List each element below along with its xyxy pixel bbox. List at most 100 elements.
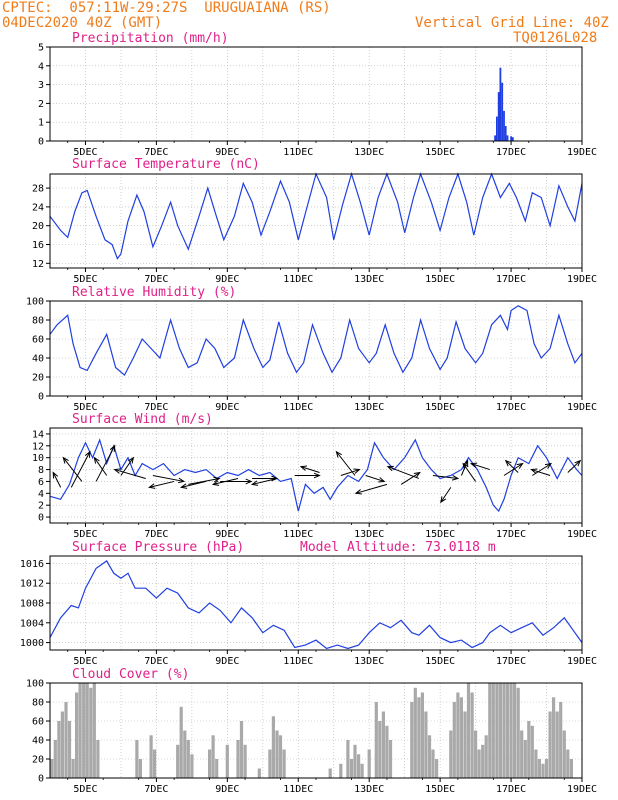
bar-cloud	[502, 683, 506, 778]
x-tick-label: 7DEC	[144, 147, 168, 158]
bar-cloud	[530, 725, 534, 779]
panel-frame-cloud	[49, 682, 583, 779]
bar-cloud	[183, 730, 187, 778]
bar-cloud	[477, 749, 481, 778]
bar-cloud	[275, 730, 279, 778]
y-tick-label: 14	[32, 429, 44, 440]
bar-cloud	[417, 697, 421, 779]
x-tick-label: 7DEC	[144, 656, 168, 667]
wind-vector-head	[386, 465, 394, 472]
wind-vector	[440, 487, 452, 503]
panel-title-precip: Precipitation (mm/h)	[72, 31, 229, 46]
wind-vector-head	[504, 459, 512, 467]
x-tick-label: 7DEC	[144, 402, 168, 413]
wind-vector-head	[516, 462, 524, 469]
x-tick-label: 7DEC	[144, 529, 168, 540]
x-tick-label: 9DEC	[215, 656, 239, 667]
y-tick-label: 80	[32, 316, 44, 327]
bar-precip	[494, 135, 496, 141]
bar-cloud	[481, 744, 485, 779]
x-tick-label: 13DEC	[354, 529, 384, 540]
bar-cloud	[410, 702, 414, 778]
series-line-rh	[49, 305, 583, 377]
bar-cloud	[85, 683, 89, 778]
bar-cloud	[57, 721, 61, 778]
bar-precip	[510, 136, 512, 141]
bar-cloud	[548, 711, 552, 778]
bar-cloud	[470, 692, 474, 778]
bar-cloud	[527, 721, 531, 778]
bar-precip	[496, 116, 498, 141]
wind-vector-head	[451, 475, 460, 481]
wind-vector	[432, 475, 458, 479]
wind-vector-head	[148, 483, 156, 489]
wind-vector-head	[462, 462, 469, 470]
x-tick-label: 13DEC	[354, 147, 384, 158]
bar-cloud	[452, 702, 456, 778]
panel-frame-pressure	[49, 555, 583, 651]
bar-cloud	[282, 749, 286, 778]
wind-vector	[365, 475, 385, 482]
bar-cloud	[135, 740, 139, 778]
x-tick-label: 19DEC	[567, 656, 597, 667]
x-tick-label: 15DEC	[425, 784, 455, 795]
header-date-line: 04DEC2020 40Z (GMT)	[2, 15, 163, 31]
panel-rh: Relative Humidity (%) 0 20 40 60 80 100 5DEC 7DE…	[26, 285, 597, 413]
bar-cloud	[179, 706, 183, 779]
x-tick-label: 19DEC	[567, 529, 597, 540]
wind-vector-head	[413, 471, 421, 478]
bar-cloud	[92, 683, 96, 778]
wind-vector	[188, 477, 220, 485]
x-tick-label: 17DEC	[496, 656, 526, 667]
bar-cloud	[67, 721, 72, 778]
bar-cloud	[484, 735, 488, 779]
y-tick-label: 2	[38, 501, 44, 512]
bar-cloud	[516, 687, 520, 779]
x-tick-label: 17DEC	[496, 402, 526, 413]
wind-vector	[505, 460, 519, 473]
y-tick-label: 100	[26, 679, 44, 690]
x-tick-label: 17DEC	[496, 147, 526, 158]
wind-vector	[114, 469, 146, 479]
wind-vector-head	[299, 465, 307, 471]
bar-cloud	[491, 683, 495, 778]
y-tick-label: 20	[32, 221, 44, 232]
wind-vector	[181, 480, 207, 488]
panel-title-pressure: Surface Pressure (hPa)	[72, 540, 244, 555]
bar-cloud	[153, 749, 157, 778]
panel-title-temp: Surface Temperature (nC)	[72, 157, 260, 172]
bar-cloud	[78, 683, 82, 778]
x-tick-label: 9DEC	[215, 529, 239, 540]
wind-vector	[95, 445, 116, 482]
y-tick-label: 6	[38, 477, 44, 488]
wind-vector-head	[213, 476, 221, 483]
wind-vector-head	[440, 496, 447, 504]
wind-vector-head	[109, 444, 116, 452]
y-tick-label: 60	[32, 717, 44, 728]
y-tick-label: 0	[38, 392, 44, 403]
wind-vector-head	[93, 456, 100, 464]
x-tick-label: 7DEC	[144, 784, 168, 795]
wind-vector	[531, 469, 551, 476]
bar-precip	[499, 67, 502, 141]
bar-cloud	[552, 697, 556, 779]
wind-vector-head	[544, 462, 553, 469]
bar-cloud	[186, 740, 190, 778]
bar-cloud	[149, 735, 153, 779]
wind-vector-head	[462, 459, 469, 467]
bar-cloud	[360, 763, 364, 779]
bar-cloud	[64, 702, 68, 778]
wind-vector	[355, 483, 388, 494]
y-tick-label: 3	[38, 80, 44, 91]
bar-cloud	[89, 687, 93, 779]
y-tick-label: 2	[38, 99, 44, 110]
bar-cloud	[459, 697, 463, 779]
bar-cloud	[378, 721, 382, 778]
wind-vector	[400, 472, 421, 485]
wind-vector	[152, 475, 184, 482]
wind-vector	[70, 451, 91, 488]
x-tick-label: 13DEC	[354, 784, 384, 795]
bar-cloud	[534, 749, 538, 778]
x-tick-label: 11DEC	[283, 274, 313, 285]
wind-vector-head	[211, 480, 220, 486]
